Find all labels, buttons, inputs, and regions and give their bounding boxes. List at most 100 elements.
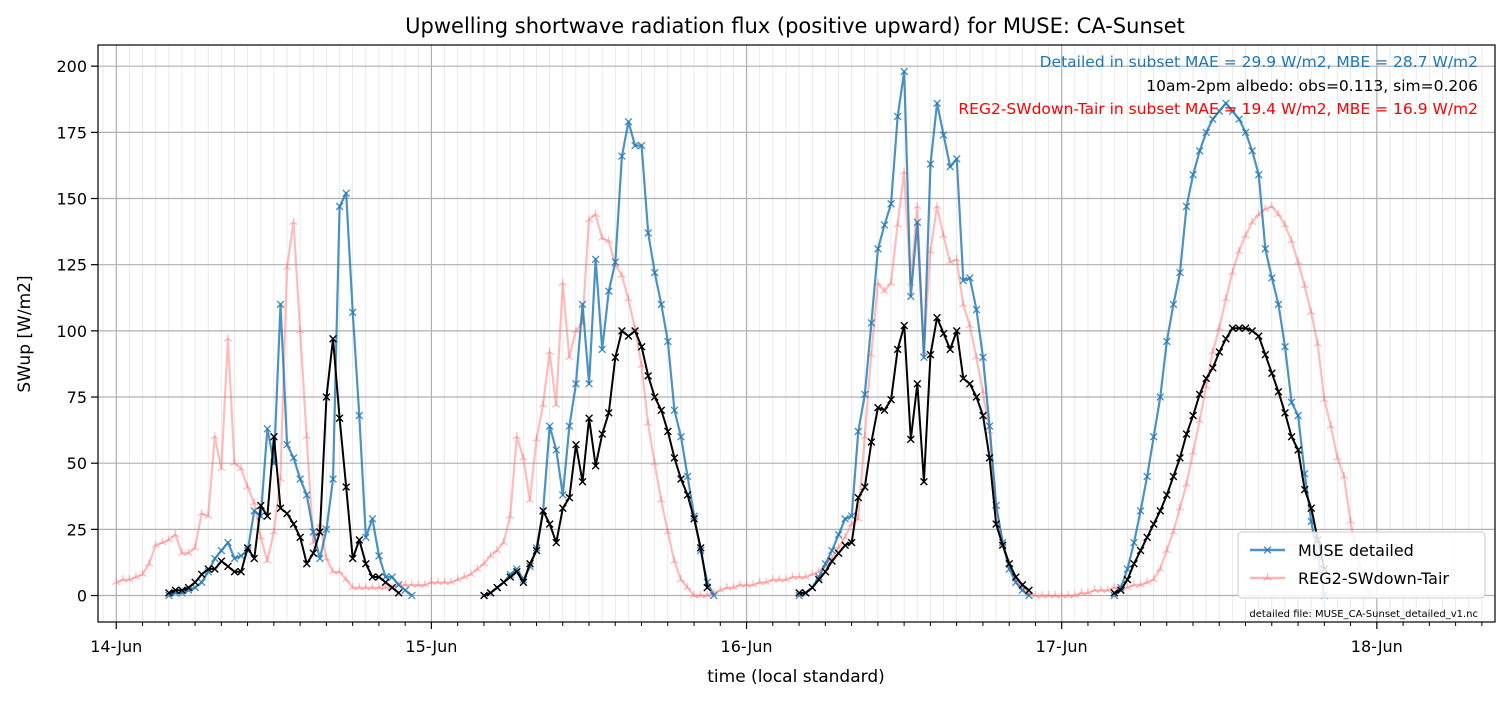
data-point-reg2 (466, 569, 476, 578)
data-point-reg2 (1044, 591, 1053, 599)
data-point-reg2 (538, 400, 548, 408)
data-point-muse (1156, 393, 1165, 401)
x-tick-label: 15-Jun (405, 637, 457, 656)
data-point-muse (1176, 268, 1184, 277)
data-point-muse (1162, 337, 1171, 346)
data-point-reg2 (263, 556, 272, 564)
data-point-reg2 (446, 577, 456, 586)
y-tick-label: 200 (56, 57, 87, 76)
data-point-black (952, 326, 961, 335)
data-point-reg2 (945, 257, 955, 265)
data-point-black (578, 477, 587, 486)
data-point-reg2 (972, 352, 981, 361)
data-point-black (979, 411, 987, 420)
data-point-muse (965, 274, 974, 282)
data-point-reg2 (112, 577, 121, 586)
data-point-reg2 (670, 556, 679, 564)
data-point-reg2 (328, 567, 338, 575)
data-point-muse (355, 411, 364, 420)
data-point-reg2 (1149, 575, 1158, 583)
data-point-reg2 (322, 553, 331, 562)
data-point-reg2 (282, 262, 292, 271)
data-point-muse (1110, 591, 1119, 600)
data-point-reg2 (794, 572, 804, 580)
data-point-black (880, 406, 889, 415)
data-point-muse (887, 199, 895, 208)
data-point-reg2 (230, 458, 239, 467)
data-point-muse (939, 131, 948, 139)
data-point-muse (1149, 432, 1158, 441)
data-point-black (854, 493, 863, 502)
data-point-muse (867, 319, 876, 327)
data-point-black (834, 549, 843, 558)
data-point-black (1116, 586, 1125, 595)
annotation-detailed: Detailed in subset MAE = 29.9 W/m2, MBE … (1040, 53, 1478, 71)
y-axis-label: SWup [W/m2] (15, 275, 35, 392)
data-point-reg2 (624, 294, 633, 302)
data-point-muse (1261, 244, 1270, 253)
data-point-reg2 (486, 551, 495, 559)
plot-frame (97, 44, 1496, 623)
data-point-muse (624, 117, 633, 126)
data-point-reg2 (775, 575, 784, 583)
data-point-reg2 (1175, 503, 1185, 512)
data-point-black (1005, 559, 1014, 568)
series-line-reg2 (115, 170, 1372, 597)
data-point-muse (841, 514, 850, 523)
data-point-black (985, 454, 994, 462)
data-point-reg2 (269, 527, 279, 535)
data-point-black (939, 329, 948, 338)
data-point-black (900, 321, 909, 330)
data-point-muse (1169, 300, 1178, 309)
data-point-reg2 (1346, 516, 1355, 525)
data-point-reg2 (144, 559, 154, 567)
data-point-muse (828, 546, 836, 555)
x-axis-label: time (local standard) (707, 667, 885, 687)
data-point-muse (572, 379, 580, 388)
footnote: detailed file: MUSE_CA-Sunset_detailed_v… (1249, 609, 1478, 620)
data-point-reg2 (696, 591, 705, 599)
data-point-muse (585, 379, 593, 388)
data-point-black (703, 583, 712, 592)
data-point-black (486, 588, 495, 597)
data-point-black (1025, 586, 1033, 595)
data-point-black (1143, 533, 1152, 542)
data-point-muse (637, 141, 646, 150)
data-point-black (650, 393, 659, 401)
data-point-muse (677, 432, 685, 441)
series-line-muse (798, 70, 1030, 597)
y-tick-label: 150 (56, 190, 87, 209)
data-point-muse (631, 141, 639, 150)
data-point-black (1149, 520, 1158, 528)
data-point-black (342, 483, 351, 491)
data-point-reg2 (1037, 591, 1047, 599)
data-point-black (1241, 324, 1250, 333)
data-point-reg2 (597, 233, 607, 242)
data-point-muse (946, 162, 955, 171)
data-point-black (256, 501, 265, 510)
data-point-muse (663, 337, 672, 346)
data-point-reg2 (860, 432, 869, 440)
data-point-muse (952, 154, 961, 163)
data-point-black (992, 520, 1001, 528)
data-point-reg2 (1188, 448, 1198, 456)
data-point-reg2 (1333, 453, 1342, 461)
data-point-black (670, 454, 679, 462)
data-point-reg2 (1306, 307, 1316, 316)
annotation-reg2: REG2-SWdown-Tair in subset MAE = 19.4 W/… (958, 100, 1478, 118)
data-point-muse (670, 406, 679, 415)
data-point-black (526, 559, 534, 568)
data-point-black (920, 477, 928, 486)
data-point-reg2 (1339, 471, 1349, 480)
data-point-reg2 (460, 572, 469, 580)
data-point-black (296, 533, 305, 542)
data-point-black (1235, 324, 1243, 333)
data-point-reg2 (1031, 591, 1040, 599)
data-point-black (276, 504, 285, 513)
data-point-black (210, 565, 219, 573)
annotation-albedo: 10am-2pm albedo: obs=0.113, sim=0.206 (1146, 77, 1478, 95)
data-point-black (1248, 326, 1257, 335)
data-point-muse (506, 570, 515, 579)
data-point-reg2 (427, 577, 436, 586)
